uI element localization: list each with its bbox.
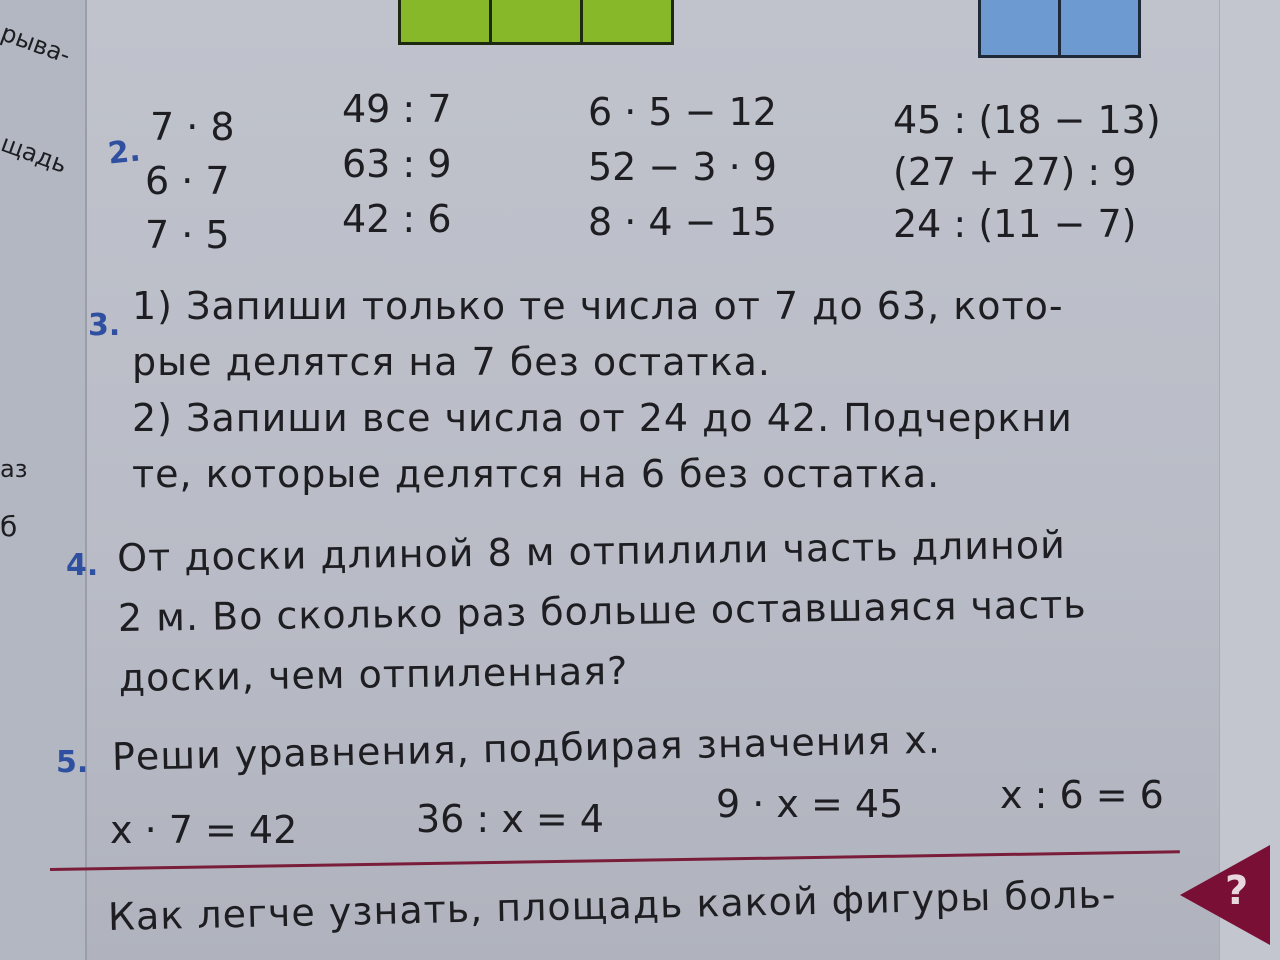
left-fragment: щадь — [0, 129, 71, 179]
task2-column-1: 7 · 8 6 · 7 7 · 5 — [145, 100, 235, 262]
question-marker — [1180, 845, 1270, 945]
expression: 52 − 3 · 9 — [588, 145, 777, 189]
task3-text: 1) Запиши только те числа от 7 до 63, ко… — [132, 278, 1073, 502]
task-number-3: 3. — [88, 308, 121, 343]
task2-column-2: 49 : 7 63 : 9 42 : 6 — [342, 82, 452, 247]
task-number-4: 4. — [66, 548, 99, 583]
blue-rectangle-figure — [978, 0, 1141, 58]
task2-column-4: 45 : (18 − 13) (27 + 27) : 9 24 : (11 − … — [893, 94, 1161, 250]
equation: 36 : x = 4 — [416, 797, 604, 841]
equation: x : 6 = 6 — [1000, 773, 1164, 817]
text-line: те, которые делятся на 6 без остатка. — [132, 452, 941, 496]
equation: 9 · x = 45 — [716, 782, 904, 826]
equation: x · 7 = 42 — [110, 808, 298, 852]
question-mark-icon: ? — [1225, 868, 1249, 914]
expression: 7 · 8 — [150, 105, 235, 149]
expression: (27 + 27) : 9 — [893, 150, 1137, 194]
text-line: 2) Запиши все числа от 24 до 42. Подчерк… — [132, 396, 1073, 440]
text-line: 1) Запиши только те числа от 7 до 63, ко… — [132, 284, 1064, 328]
expression: 24 : (11 − 7) — [893, 202, 1137, 246]
left-fragment: рыва- — [0, 18, 75, 70]
task4-text: От доски длиной 8 м отпилили часть длино… — [117, 514, 1088, 708]
task-number-5: 5. — [56, 745, 89, 780]
left-page: рыва- щадь аз б — [0, 0, 87, 960]
expression: 42 : 6 — [342, 197, 452, 241]
expression: 63 : 9 — [342, 142, 452, 186]
task-number-2: 2. — [106, 133, 143, 172]
grid-paper — [1219, 0, 1280, 960]
expression: 45 : (18 − 13) — [893, 98, 1161, 142]
expression: 6 · 5 − 12 — [588, 90, 777, 134]
expression: 49 : 7 — [342, 87, 452, 131]
left-fragment: б — [0, 510, 18, 543]
expression: 8 · 4 − 15 — [588, 200, 777, 244]
text-line: рые делятся на 7 без остатка. — [132, 340, 771, 384]
left-fragment: аз — [0, 455, 28, 483]
task2-column-3: 6 · 5 − 12 52 − 3 · 9 8 · 4 − 15 — [588, 85, 777, 250]
textbook-page — [87, 0, 1280, 960]
expression: 7 · 5 — [145, 213, 230, 257]
expression: 6 · 7 — [145, 159, 230, 203]
green-rectangle-figure — [398, 0, 674, 45]
